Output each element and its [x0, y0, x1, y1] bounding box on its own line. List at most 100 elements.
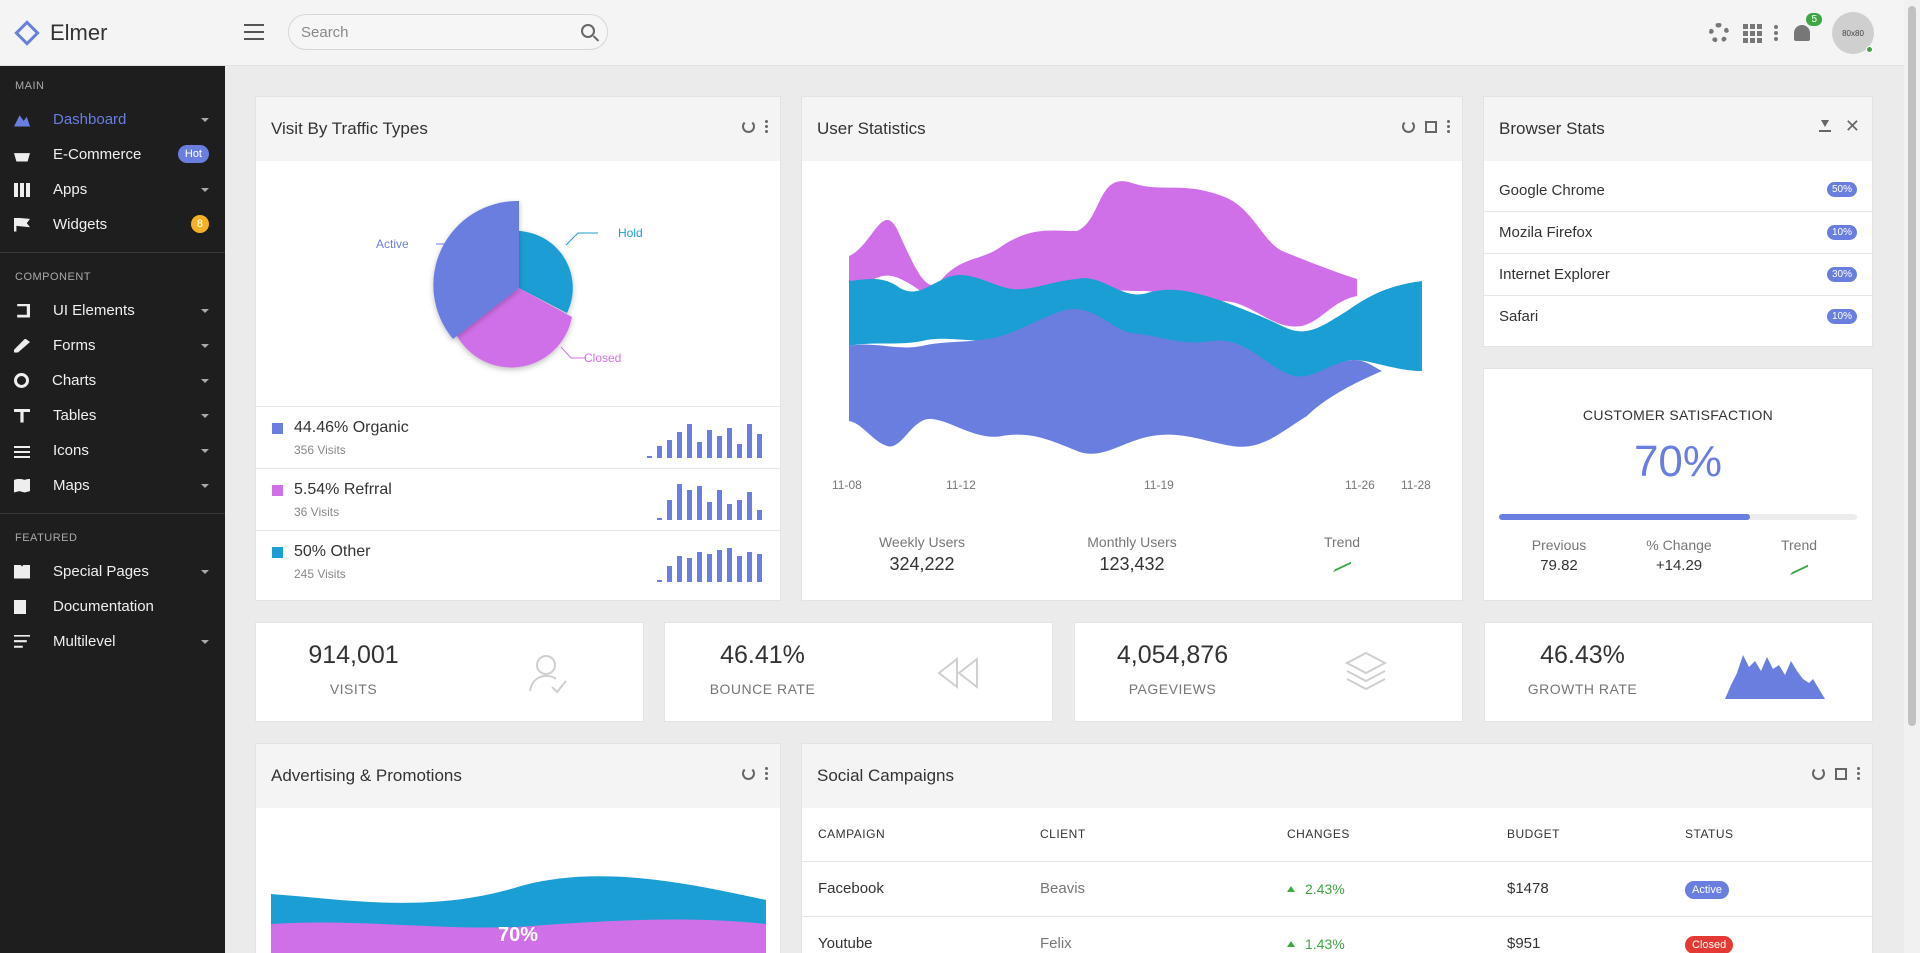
refresh-icon[interactable]: [1402, 120, 1415, 133]
more-vertical-icon[interactable]: [765, 119, 768, 134]
settings-gear-icon[interactable]: [1709, 23, 1729, 43]
card-title: Advertising & Promotions: [271, 766, 462, 785]
stat-label: % Change: [1646, 537, 1712, 553]
campaigns-table: CAMPAIGN CLIENT CHANGES BUDGET STATUS Fa…: [802, 808, 1872, 953]
browser-row-firefox: Mozila Firefox 10%: [1484, 211, 1872, 253]
column-header-client[interactable]: CLIENT: [1040, 808, 1287, 862]
browser-row-safari: Safari 10%: [1484, 295, 1872, 337]
search-icon[interactable]: [581, 24, 595, 38]
client-cell: Felix: [1040, 916, 1287, 953]
online-status-dot: [1866, 46, 1873, 53]
sidebar-item-ui-elements[interactable]: UI Elements: [0, 293, 225, 328]
sidebar-item-charts[interactable]: Charts: [0, 363, 225, 398]
arrow-up-icon: [1287, 940, 1295, 947]
budget-cell: $951: [1507, 916, 1685, 953]
refresh-icon[interactable]: [742, 120, 755, 133]
area-spark-icon: [1725, 655, 1825, 699]
apps-grid-icon: [14, 182, 30, 197]
sparkline-bars: [652, 546, 762, 582]
kpi-value: 914,001: [308, 641, 399, 669]
stat-value: 324,222: [889, 554, 955, 574]
sidebar-item-dashboard[interactable]: Dashboard: [0, 102, 225, 137]
sidebar-item-multilevel[interactable]: Multilevel: [0, 624, 225, 659]
traffic-row-organic: 44.46% Organic 356 Visits: [256, 406, 780, 468]
sidebar-item-icons[interactable]: Icons: [0, 433, 225, 468]
pie-label-active: Active: [376, 237, 409, 251]
fullscreen-icon[interactable]: [1425, 120, 1437, 133]
sidebar-item-forms[interactable]: Forms: [0, 328, 225, 363]
close-icon[interactable]: ✕: [1844, 116, 1860, 136]
login-icon: [17, 303, 30, 318]
pie-slice-closed[interactable]: [456, 288, 572, 368]
sidebar-item-widgets[interactable]: Widgets 8: [0, 207, 225, 242]
sidebar-item-maps[interactable]: Maps: [0, 468, 225, 503]
trending-up-icon: [1790, 556, 1808, 576]
traffic-types-card: Visit By Traffic Types Hold Active Close…: [255, 96, 781, 601]
more-vertical-icon[interactable]: [765, 766, 768, 781]
sidebar-item-documentation[interactable]: Documentation: [0, 589, 225, 624]
chevron-down-icon: [201, 484, 209, 488]
active-leader-line: [436, 243, 471, 250]
refresh-icon[interactable]: [1812, 767, 1825, 780]
refresh-icon[interactable]: [742, 767, 755, 780]
more-vertical-icon[interactable]: [1857, 766, 1860, 781]
brand-logo[interactable]: Elmer: [14, 20, 107, 46]
chevron-down-icon: [201, 188, 209, 192]
satisfaction-value: 70%: [1633, 437, 1723, 486]
stat-label: Weekly Users: [878, 534, 966, 550]
notification-bell-icon[interactable]: 5: [1794, 13, 1822, 41]
download-icon[interactable]: [1818, 120, 1831, 132]
satisfaction-title: CUSTOMER SATISFACTION: [1582, 407, 1774, 423]
menu-toggle-icon[interactable]: [244, 24, 264, 40]
page-scrollbar[interactable]: [1904, 0, 1920, 953]
sidebar-item-label: Dashboard: [53, 111, 127, 128]
kpi-label: VISITS: [329, 681, 378, 697]
column-header-campaign[interactable]: CAMPAIGN: [802, 808, 1040, 862]
stat-value: 123,432: [1099, 554, 1165, 574]
card-title: Social Campaigns: [817, 766, 955, 785]
sidebar-item-tables[interactable]: Tables: [0, 398, 225, 433]
table-row[interactable]: Facebook Beavis 2.43% $1478 Active: [802, 861, 1872, 917]
more-vertical-icon[interactable]: [1774, 24, 1778, 42]
column-header-budget[interactable]: BUDGET: [1507, 808, 1685, 862]
scrollbar-thumb[interactable]: [1908, 6, 1916, 726]
pie-slice-active[interactable]: [433, 200, 519, 339]
change-value: 2.43%: [1305, 880, 1345, 897]
kpi-label: BOUNCE RATE: [709, 681, 816, 697]
fullscreen-icon[interactable]: [1835, 767, 1847, 780]
table-header-row: CAMPAIGN CLIENT CHANGES BUDGET STATUS: [802, 808, 1872, 862]
search-input[interactable]: [289, 15, 559, 49]
table-row[interactable]: Youtube Felix 1.43% $951 Closed: [802, 916, 1872, 953]
closed-leader-line: [560, 346, 586, 359]
x-axis-label: 11-26: [1345, 478, 1375, 492]
campaign-cell: Facebook: [802, 861, 1040, 917]
section-label-featured: FEATURED: [15, 532, 78, 544]
traffic-row-referral: 5.54% Refrral 36 Visits: [256, 468, 780, 530]
browser-row-ie: Internet Explorer 30%: [1484, 253, 1872, 295]
customer-satisfaction-card: CUSTOMER SATISFACTION 70% Previous 79.82…: [1483, 368, 1873, 601]
browser-percent-badge: 30%: [1826, 267, 1857, 282]
status-cell: Active: [1685, 861, 1872, 917]
more-vertical-icon[interactable]: [1447, 119, 1450, 134]
chevron-down-icon: [201, 449, 209, 453]
browser-percent-badge: 50%: [1826, 182, 1857, 197]
chevron-down-icon: [201, 379, 209, 383]
sidebar-item-apps[interactable]: Apps: [0, 172, 225, 207]
card-title: User Statistics: [817, 119, 926, 138]
browser-percent-badge: 10%: [1826, 309, 1857, 324]
changes-cell: 2.43%: [1287, 861, 1507, 917]
sidebar-item-ecommerce[interactable]: E-Commerce Hot: [0, 137, 225, 172]
column-header-status[interactable]: STATUS: [1685, 808, 1872, 862]
traffic-pie-chart: Hold Active Closed: [376, 200, 643, 368]
stat-label: Previous: [1531, 537, 1587, 553]
filter-icon: [14, 634, 30, 648]
column-header-changes[interactable]: CHANGES: [1287, 808, 1507, 862]
satisfaction-trend-stat: Trend: [1744, 537, 1854, 576]
pie-slice-hold[interactable]: [519, 231, 573, 313]
browser-stats-card: Browser Stats ✕ Google Chrome 50% Mozila…: [1483, 96, 1873, 347]
apps-grid-icon[interactable]: [1743, 23, 1762, 43]
browser-name: Mozila Firefox: [1499, 224, 1593, 241]
avatar-placeholder-text: 80x80: [1842, 28, 1864, 38]
user-avatar[interactable]: 80x80: [1832, 12, 1874, 54]
sidebar-item-special-pages[interactable]: Special Pages: [0, 554, 225, 589]
